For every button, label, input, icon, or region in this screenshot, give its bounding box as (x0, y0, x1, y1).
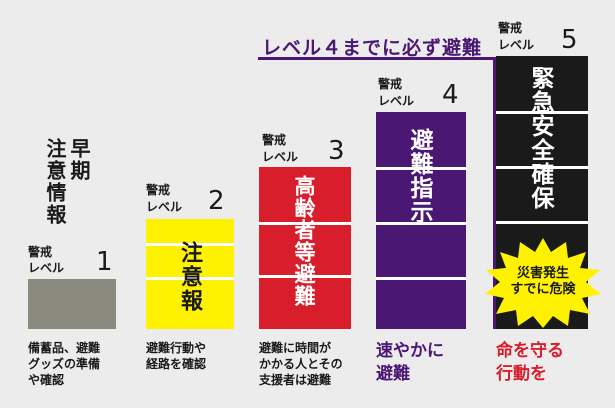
level2-reberu: レベル (146, 200, 183, 214)
level5-divider-1 (496, 111, 588, 114)
starburst-text: 災害発生 すでに危険 (482, 236, 604, 328)
level1-reberu: レベル (28, 261, 65, 275)
level4-keikai: 警戒 (378, 77, 403, 91)
level4-reberu: レベル (378, 94, 415, 108)
level5-caption: 命を守る 行動を (496, 340, 606, 386)
level2-divider-2 (146, 277, 234, 280)
level3-caption: 避難に時間が かかる人とその 支援者は避難 (259, 340, 371, 388)
level2-number: 2 (208, 186, 225, 216)
level3-keikai: 警戒 (262, 133, 287, 147)
starburst-icon (485, 238, 601, 328)
level3-caption-line2: かかる人とその (259, 357, 343, 371)
level2-caption-line1: 避難行動や (146, 341, 207, 355)
level5-reberu: レベル (498, 38, 535, 52)
level4-divider-2 (376, 222, 466, 225)
level4-vertical-label: 避難指示 (406, 128, 432, 224)
level5-divider-2 (496, 166, 588, 169)
level4-caption: 速やかに 避難 (376, 340, 486, 386)
level1-early-label: 早期 (67, 138, 91, 182)
level2-caption: 避難行動や 経路を確認 (146, 340, 256, 372)
level2-vertical-label: 注意報 (177, 241, 202, 313)
level4-caption-line1: 速やかに (376, 341, 444, 361)
level2-bar: 注意報 (146, 219, 234, 329)
level4-number: 4 (442, 80, 459, 110)
evacuation-banner-text: レベル４までに必ず避難 (262, 37, 483, 59)
starburst-line1: 災害発生 (516, 266, 569, 281)
level1-caution-label: 注意情報 (43, 138, 67, 226)
level1-caption: 備蓄品、避難 グッズの準備 や確認 (28, 340, 138, 388)
level4-divider-3 (376, 277, 466, 280)
level5-number: 5 (561, 25, 578, 55)
level3-caption-line3: 支援者は避難 (259, 373, 332, 387)
level1-caption-line3: や確認 (28, 373, 65, 387)
level5-divider-3 (496, 221, 588, 224)
level4-divider-1 (376, 167, 466, 170)
banner-drop-line (493, 57, 496, 329)
level1-keikai: 警戒 (28, 245, 53, 259)
level5-caption-line2: 行動を (496, 364, 547, 384)
level5-keikai: 警戒 (498, 21, 523, 35)
level1-caption-line1: 備蓄品、避難 (28, 341, 101, 355)
starburst-line2: すでに危険 (510, 282, 576, 297)
level2-caption-line2: 経路を確認 (146, 357, 207, 371)
banner-line (258, 57, 496, 60)
level3-bar: 高齢者等避難 (259, 167, 351, 329)
level1-number: 1 (96, 247, 113, 277)
level5-vertical-label: 緊急安全確保 (527, 66, 553, 210)
hazard-starburst: 災害発生 すでに危険 (482, 236, 604, 328)
level5-caption-line1: 命を守る (496, 341, 564, 361)
level3-divider-2 (259, 275, 351, 278)
level3-reberu: レベル (262, 150, 299, 164)
level3-divider-1 (259, 222, 351, 225)
level3-caption-line1: 避難に時間が (259, 341, 332, 355)
level3-vertical-label: 高齢者等避難 (292, 175, 316, 307)
level4-caption-line2: 避難 (376, 364, 410, 384)
level2-keikai: 警戒 (146, 183, 171, 197)
level2-divider-1 (146, 243, 234, 246)
level1-bar (28, 279, 116, 329)
level1-caption-line2: グッズの準備 (28, 357, 101, 371)
level3-number: 3 (328, 136, 345, 166)
level4-bar: 避難指示 (376, 112, 466, 329)
starburst-shape (485, 238, 601, 328)
